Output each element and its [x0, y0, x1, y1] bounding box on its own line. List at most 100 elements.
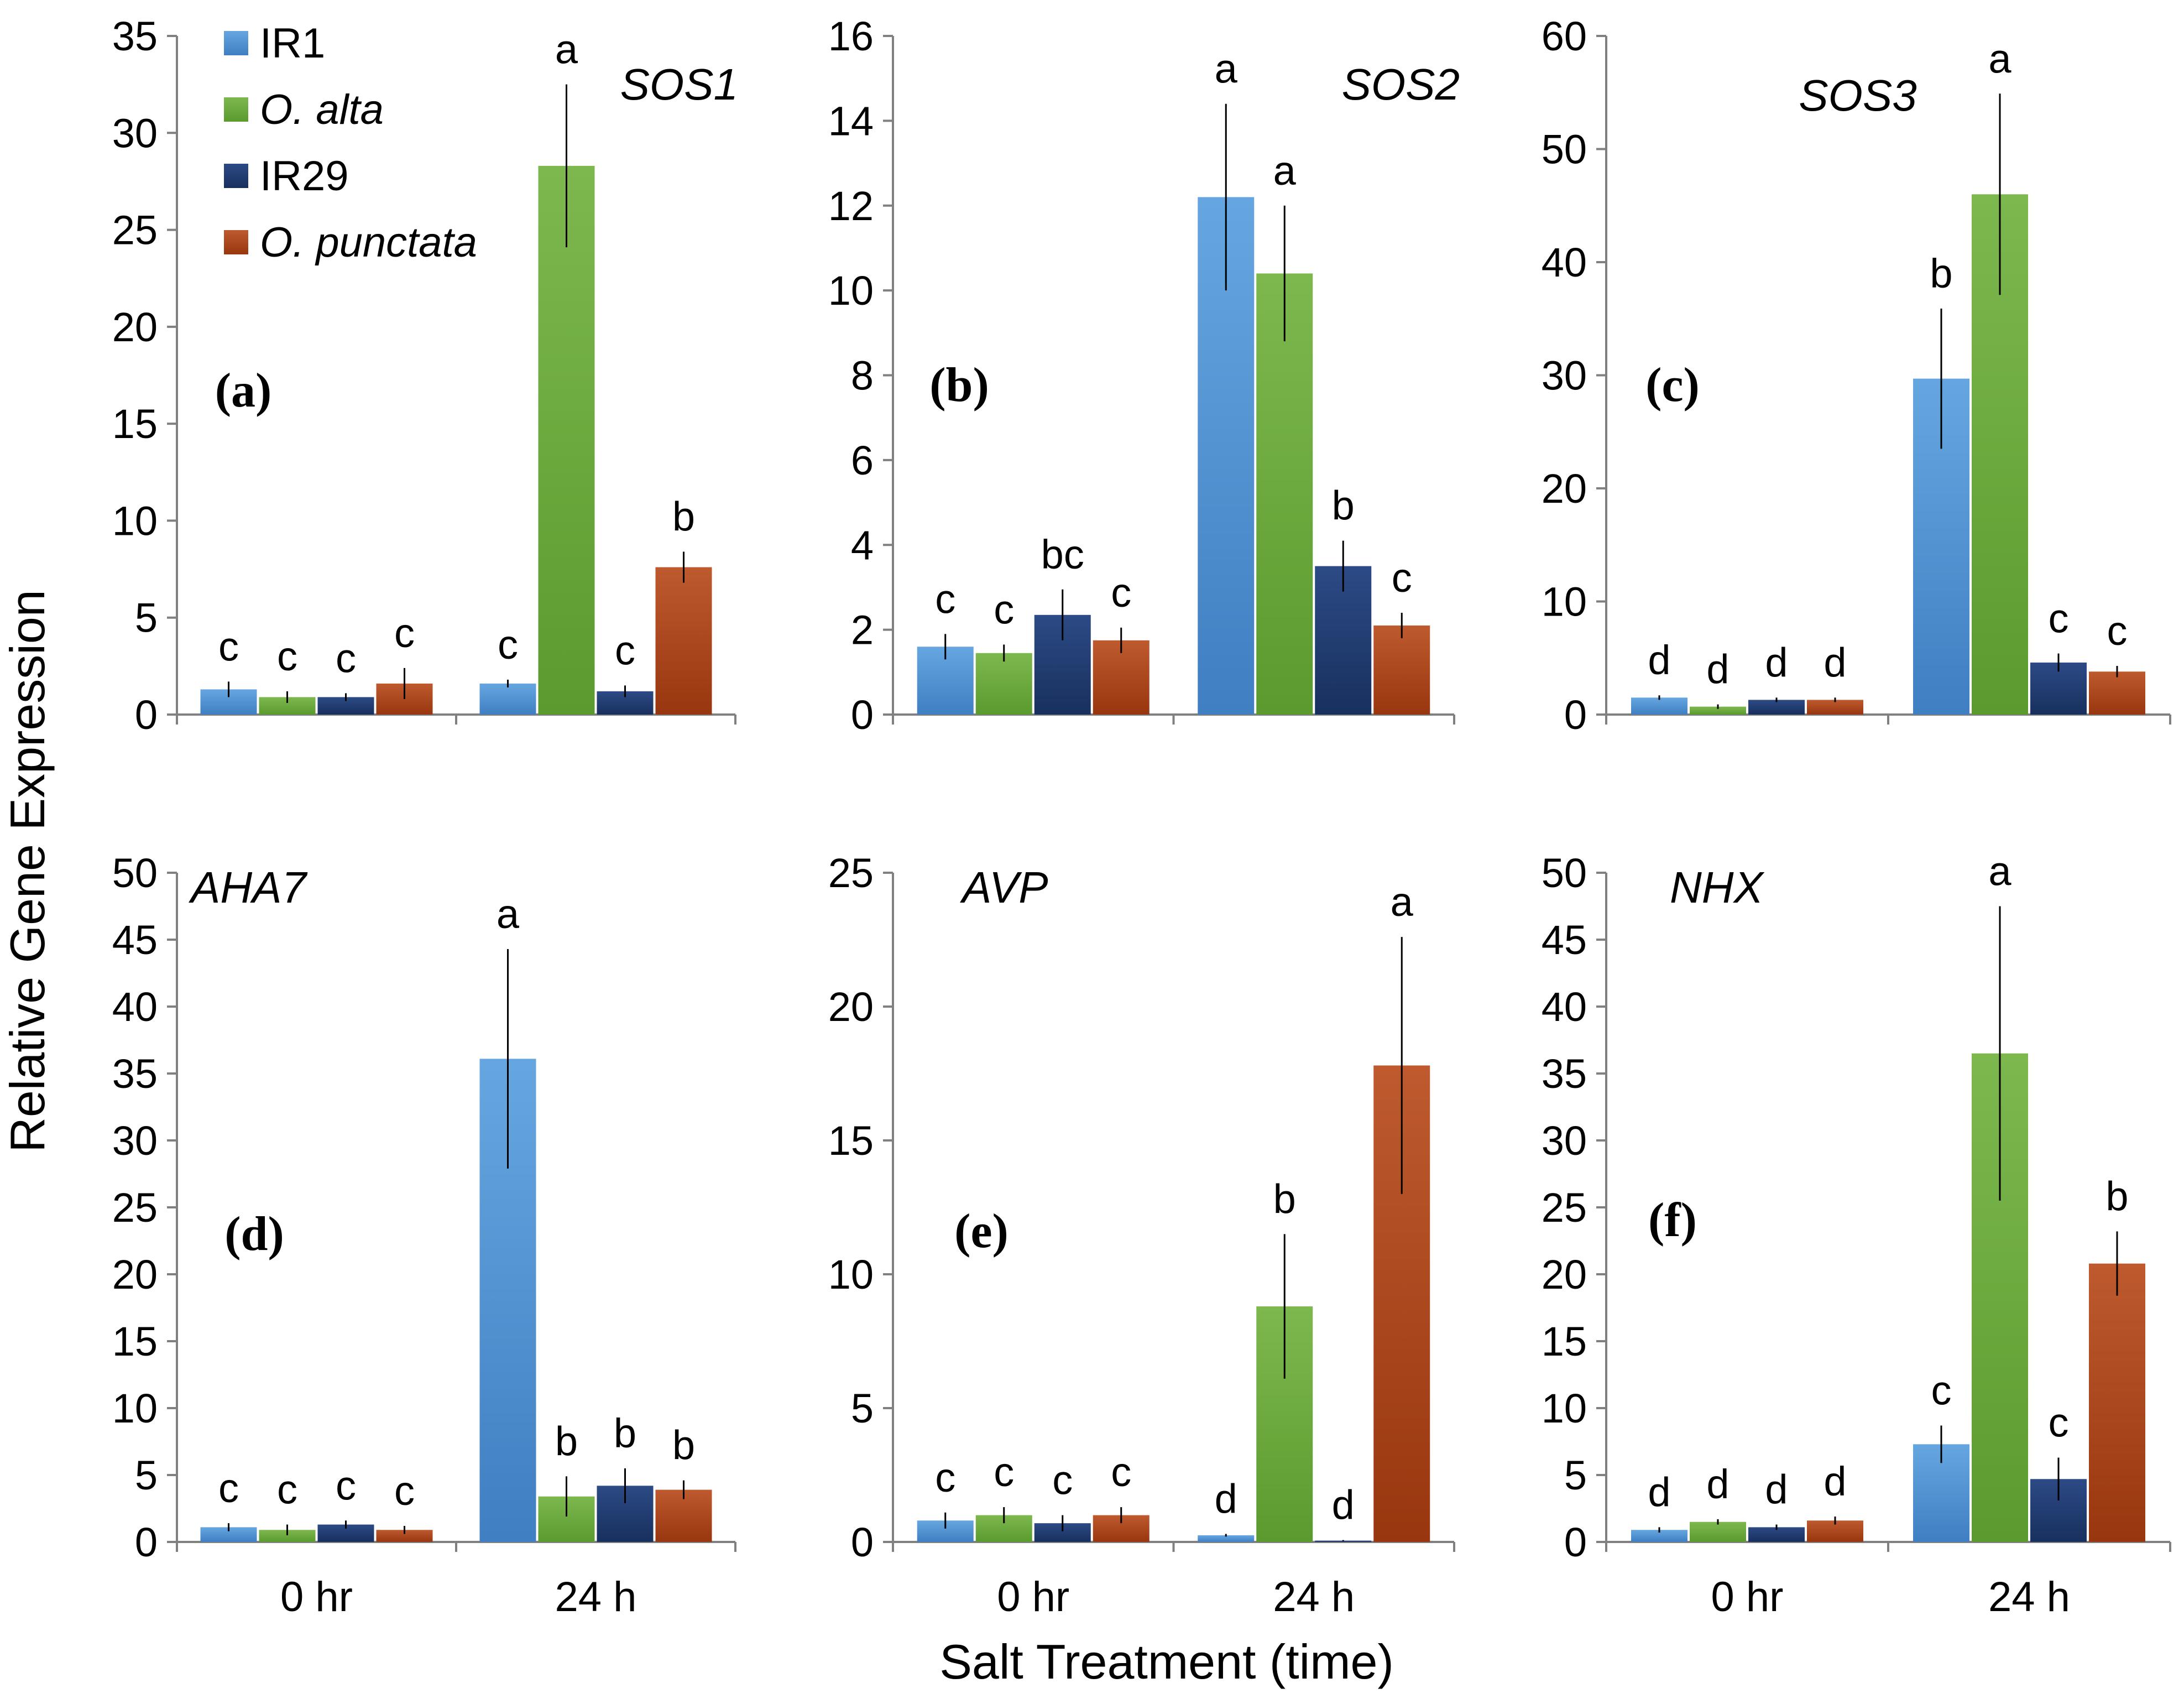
y-tick-label: 12	[828, 183, 874, 229]
y-tick-label: 0	[1564, 1519, 1587, 1565]
y-tick-label: 10	[112, 498, 158, 544]
significance-letter: c	[994, 1449, 1014, 1495]
bar	[1256, 273, 1313, 715]
significance-letter: c	[277, 1467, 297, 1513]
y-tick-label: 30	[1542, 1118, 1587, 1164]
y-tick-label: 14	[828, 98, 874, 144]
significance-letter: d	[1332, 1482, 1355, 1528]
y-tick-label: 35	[112, 1051, 158, 1097]
bar	[1690, 706, 1746, 715]
significance-letter: a	[1988, 848, 2011, 894]
significance-letter: c	[935, 576, 955, 622]
y-tick-label: 8	[851, 353, 874, 399]
legend-swatch	[224, 164, 248, 188]
legend-swatch	[224, 230, 248, 254]
significance-letter: b	[1930, 251, 1952, 296]
panel-label: (e)	[954, 1205, 1009, 1258]
y-tick-label: 16	[828, 13, 874, 59]
significance-letter: b	[1273, 1176, 1296, 1222]
panel-label: (c)	[1645, 358, 1700, 412]
panel-label: (f)	[1648, 1194, 1697, 1247]
y-tick-label: 25	[112, 1185, 158, 1231]
y-tick-label: 35	[112, 13, 158, 59]
significance-letter: b	[1332, 483, 1355, 529]
y-tick-label: 15	[112, 401, 158, 447]
significance-letter: d	[1648, 637, 1670, 683]
y-tick-label: 5	[135, 595, 158, 641]
y-tick-label: 0	[851, 692, 874, 738]
y-tick-label: 20	[1542, 1252, 1587, 1297]
y-axis-label: Relative Gene Expression	[0, 590, 55, 1152]
y-tick-label: 6	[851, 437, 874, 483]
legend-label: IR29	[260, 153, 349, 200]
y-tick-label: 10	[1542, 1385, 1587, 1431]
y-tick-label: 45	[112, 917, 158, 963]
significance-letter: c	[1111, 1449, 1131, 1495]
significance-letter: c	[1392, 555, 1412, 601]
y-tick-label: 50	[1542, 850, 1587, 896]
bar	[1373, 625, 1430, 715]
significance-letter: c	[218, 1465, 239, 1511]
category-label: 24 h	[1273, 1573, 1355, 1620]
panel-label: (a)	[215, 364, 272, 418]
significance-letter: a	[1273, 148, 1297, 194]
bar	[2089, 1263, 2145, 1542]
bar	[975, 653, 1032, 715]
significance-letter: d	[1824, 1458, 1846, 1504]
y-tick-label: 20	[112, 304, 158, 350]
bar	[259, 1530, 316, 1542]
y-tick-label: 30	[112, 110, 158, 156]
bar	[2089, 671, 2145, 715]
significance-letter: c	[394, 1468, 415, 1514]
y-tick-label: 25	[1542, 1185, 1587, 1231]
bar	[655, 567, 712, 715]
significance-letter: c	[218, 623, 239, 669]
significance-letter: a	[1215, 46, 1238, 92]
significance-letter: c	[1052, 1457, 1073, 1503]
significance-letter: a	[555, 27, 578, 72]
y-tick-label: 10	[828, 1252, 874, 1297]
panel-label: (d)	[224, 1207, 284, 1261]
significance-letter: a	[1988, 35, 2011, 81]
legend-label: O. punctata	[260, 219, 477, 266]
significance-letter: b	[555, 1418, 578, 1464]
significance-letter: c	[336, 635, 356, 681]
y-tick-label: 2	[851, 607, 874, 653]
y-tick-label: 40	[1542, 984, 1587, 1030]
y-tick-label: 20	[828, 984, 874, 1030]
y-tick-label: 5	[851, 1385, 874, 1431]
y-tick-label: 10	[1542, 579, 1587, 625]
y-tick-label: 40	[112, 984, 158, 1030]
gene-name: AVP	[960, 863, 1048, 912]
bar	[538, 165, 595, 715]
significance-letter: c	[1111, 570, 1131, 616]
significance-letter: c	[277, 633, 297, 679]
significance-letter: d	[1706, 647, 1729, 692]
significance-letter: c	[935, 1455, 955, 1500]
y-tick-label: 50	[112, 850, 158, 896]
gene-name: SOS1	[620, 60, 738, 109]
significance-letter: c	[2049, 1400, 2069, 1446]
significance-letter: c	[2107, 608, 2128, 654]
y-tick-label: 0	[135, 692, 158, 738]
bar	[1690, 1521, 1746, 1542]
y-tick-label: 5	[135, 1452, 158, 1498]
category-label: 0 hr	[1711, 1573, 1784, 1620]
bar	[1315, 1540, 1372, 1542]
significance-letter: b	[672, 494, 695, 540]
x-axis-label: Salt Treatment (time)	[939, 1634, 1394, 1689]
y-tick-label: 4	[851, 522, 874, 568]
significance-letter: a	[1391, 879, 1414, 925]
gene-name: SOS2	[1342, 60, 1460, 109]
y-tick-label: 50	[1542, 127, 1587, 173]
category-label: 0 hr	[280, 1573, 353, 1620]
legend-label: O. alta	[260, 86, 384, 133]
y-tick-label: 40	[1542, 239, 1587, 285]
y-tick-label: 25	[112, 207, 158, 253]
significance-letter: c	[615, 627, 635, 673]
